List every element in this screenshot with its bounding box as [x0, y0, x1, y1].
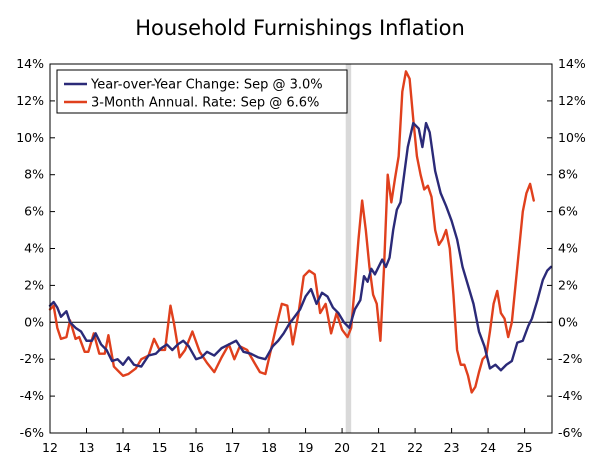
x-tick-label: 16: [188, 440, 204, 455]
y-tick-label-left: -2%: [20, 351, 44, 366]
x-tick-label: 17: [225, 440, 241, 455]
y-tick-label-right: 10%: [558, 130, 586, 145]
series-layer: [48, 70, 553, 394]
y-tick-label-right: -2%: [558, 351, 582, 366]
x-tick-label: 21: [371, 440, 387, 455]
y-tick-label-left: 12%: [16, 93, 44, 108]
x-tick-label: 23: [444, 440, 460, 455]
y-tick-label-right: 8%: [558, 167, 578, 182]
x-tick-label: 15: [152, 440, 168, 455]
x-tick-label: 14: [115, 440, 131, 455]
y-tick-label-right: 4%: [558, 241, 578, 256]
y-tick-label-left: 0%: [24, 314, 44, 329]
y-tick-label-left: -4%: [20, 388, 44, 403]
x-tick-label: 22: [407, 440, 423, 455]
y-tick-label-left: 8%: [24, 167, 44, 182]
x-tick-label: 18: [261, 440, 277, 455]
y-axis-left: -6% -4% -2% 0% 2% 4% 6% 8% 10% 12% 14%: [16, 56, 55, 440]
x-tick-label: 24: [480, 440, 496, 455]
y-tick-label-right: 2%: [558, 277, 578, 292]
chart-title: Household Furnishings Inflation: [135, 16, 465, 40]
y-tick-label-right: 14%: [558, 56, 586, 71]
legend-label: Year-over-Year Change: Sep @ 3.0%: [90, 78, 323, 93]
x-tick-label: 25: [517, 440, 533, 455]
y-tick-label-right: 0%: [558, 314, 578, 329]
x-tick-label: 12: [42, 440, 58, 455]
legend-label: 3-Month Annual. Rate: Sep @ 6.6%: [91, 96, 319, 111]
recession-band: [345, 64, 352, 433]
series-yoy-line: [48, 121, 553, 372]
legend: Year-over-Year Change: Sep @ 3.0% 3-Month…: [56, 69, 348, 114]
recession-shading-layer: [345, 64, 352, 433]
y-tick-label-left: 10%: [16, 130, 44, 145]
y-tick-label-left: 4%: [24, 241, 44, 256]
legend-box: [56, 69, 348, 114]
y-tick-label-left: 14%: [16, 56, 44, 71]
y-tick-label-right: 12%: [558, 93, 586, 108]
x-tick-label: 19: [298, 440, 314, 455]
y-tick-label-left: 6%: [24, 204, 44, 219]
series-3m-annualized-line: [48, 70, 535, 394]
x-tick-label: 13: [79, 440, 95, 455]
x-axis: 12 13 14 15 16 17 18 19 20 21 22 23 24 25: [42, 428, 533, 455]
y-tick-label-right: -4%: [558, 388, 582, 403]
y-tick-label-right: -6%: [558, 425, 582, 440]
y-tick-label-right: 6%: [558, 204, 578, 219]
y-tick-label-left: 2%: [24, 277, 44, 292]
x-tick-label: 20: [334, 440, 350, 455]
y-axis-right: -6% -4% -2% 0% 2% 4% 6% 8% 10% 12% 14%: [547, 56, 586, 440]
y-tick-label-left: -6%: [20, 425, 44, 440]
